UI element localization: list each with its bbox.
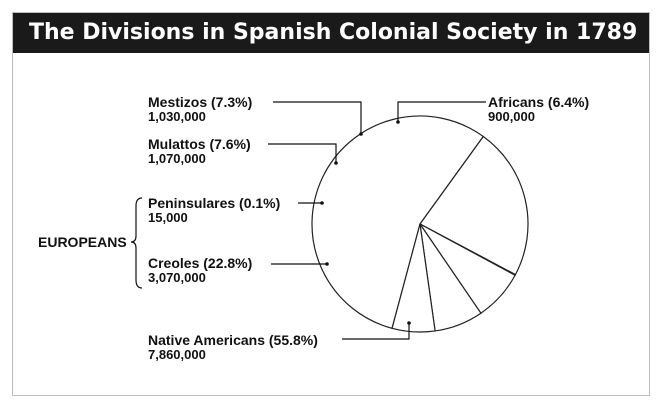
- pie-slices: [311, 115, 529, 333]
- leader-dot-peninsulares: [320, 201, 324, 205]
- slice-value-native-americans: 7,860,000: [148, 347, 206, 362]
- slice-label-mestizos: Mestizos (7.3%): [148, 94, 252, 110]
- slice-value-creoles: 3,070,000: [148, 270, 206, 285]
- slice-value-africans: 900,000: [488, 109, 535, 124]
- bracket-shape: [130, 197, 143, 289]
- slice-label-creoles: Creoles (22.8%): [148, 255, 252, 271]
- leader-dot-mulattos: [334, 161, 338, 165]
- pie-slice-africans: [391, 223, 436, 333]
- chart-title: The Divisions in Spanish Colonial Societ…: [13, 13, 649, 53]
- slice-value-mestizos: 1,030,000: [148, 109, 206, 124]
- leader-dot-mestizos: [359, 132, 363, 136]
- slice-label-africans: Africans (6.4%): [488, 94, 589, 110]
- slice-value-mulattos: 1,070,000: [148, 151, 206, 166]
- leader-dot-africans: [396, 120, 400, 124]
- leader-dot-creoles: [325, 262, 329, 266]
- leader-line-mestizos: [273, 101, 362, 134]
- chart-frame: The Divisions in Spanish Colonial Societ…: [12, 12, 650, 396]
- leader-line-native-americans: [342, 323, 410, 340]
- pie-labels: Native Americans (55.8%)7,860,000 Creoles…: [148, 94, 589, 362]
- slice-label-mulattos: Mulattos (7.6%): [148, 136, 251, 152]
- leader-line-africans: [397, 101, 486, 122]
- leader-line-mulattos: [268, 143, 337, 163]
- pie-slice-creoles: [419, 135, 529, 276]
- europeans-bracket: EUROPEANS: [38, 197, 143, 289]
- slice-label-native-americans: Native Americans (55.8%): [148, 332, 318, 348]
- slice-label-peninsulares: Peninsulares (0.1%): [148, 195, 280, 211]
- europeans-label: EUROPEANS: [38, 234, 127, 250]
- leader-dot-native-americans: [407, 321, 411, 325]
- slice-value-peninsulares: 15,000: [148, 210, 188, 225]
- pie-slice-native-americans: [311, 115, 485, 330]
